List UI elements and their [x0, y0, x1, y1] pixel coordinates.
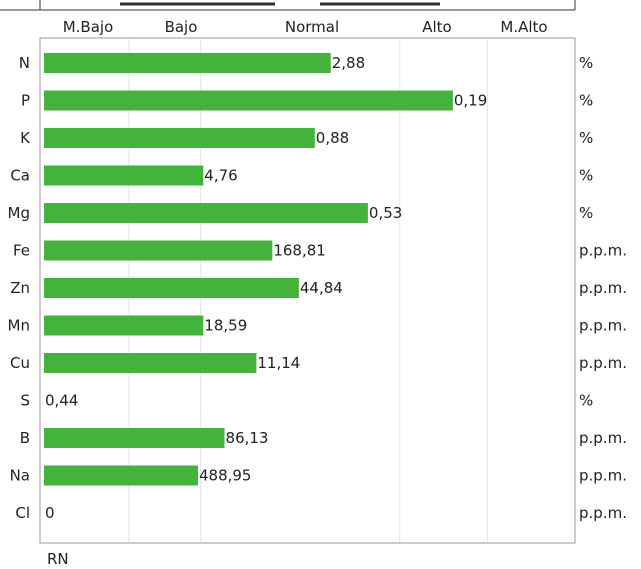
row-labels: N P K Ca Mg Fe Zn Mn Cu S B Na Cl [8, 54, 32, 522]
row-label-fe: Fe [13, 242, 30, 260]
unit-label-cu: p.p.m. [579, 354, 627, 372]
row-label-ca: Ca [10, 167, 30, 185]
row-label-zn: Zn [10, 279, 30, 297]
bar-k [44, 128, 315, 148]
row-label-n: N [19, 54, 30, 72]
value-label-zn: 44,84 [300, 279, 343, 297]
value-label-fe: 168,81 [273, 242, 326, 260]
unit-label-b: p.p.m. [579, 429, 627, 447]
row-label-mg: Mg [8, 204, 30, 222]
band-label-m-bajo: M.Bajo [63, 18, 114, 36]
row-label-p: P [21, 92, 30, 110]
row-label-k: K [20, 129, 31, 147]
value-label-ca: 4,76 [204, 167, 237, 185]
value-label-k: 0,88 [316, 129, 349, 147]
plot-frame [39, 37, 576, 544]
unit-label-cl: p.p.m. [579, 504, 627, 522]
value-label-cu: 11,14 [257, 354, 300, 372]
unit-label-fe: p.p.m. [579, 242, 627, 260]
bar-mg [44, 203, 368, 223]
unit-label-n: % [579, 54, 593, 72]
bar-n [44, 53, 331, 73]
x-axis-label: RN [47, 550, 69, 568]
bar-fe [44, 240, 273, 261]
band-label-normal: Normal [285, 18, 339, 36]
unit-label-ca: % [579, 167, 593, 185]
bar-mn [44, 315, 204, 336]
row-label-b: B [20, 429, 30, 447]
value-label-na: 488,95 [199, 467, 252, 485]
row-label-na: Na [10, 467, 30, 485]
bar-cu [44, 353, 257, 373]
row-label-mn: Mn [8, 317, 30, 335]
bar-na [44, 465, 198, 486]
value-labels: 2,88 0,19 0,88 4,76 0,53 168,81 44,84 18,59 11,1… [45, 54, 487, 522]
unit-label-mg: % [579, 204, 593, 222]
unit-label-s: % [579, 392, 593, 410]
row-label-s: S [20, 392, 30, 410]
band-label-m-alto: M.Alto [500, 18, 547, 36]
row-label-cl: Cl [15, 504, 30, 522]
unit-labels: %%%%% p.p.m. p.p.m. p.p.m. p.p.m.% p.p.m. p.p.… [579, 54, 627, 522]
bars [44, 53, 453, 486]
band-label-bajo: Bajo [165, 18, 198, 36]
unit-label-na: p.p.m. [579, 467, 627, 485]
bar-ca [44, 165, 204, 186]
unit-label-zn: p.p.m. [579, 279, 627, 297]
unit-label-p: % [579, 92, 593, 110]
unit-label-k: % [579, 129, 593, 147]
band-label-alto: Alto [422, 18, 452, 36]
value-label-n: 2,88 [332, 54, 365, 72]
value-label-mn: 18,59 [204, 317, 247, 335]
bar-zn [44, 278, 299, 298]
top-table-remnant [0, 0, 576, 11]
row-label-cu: Cu [10, 354, 30, 372]
bar-p [44, 90, 453, 111]
band-header: M.Bajo Bajo Normal Alto M.Alto [63, 18, 548, 36]
value-label-mg: 0,53 [369, 204, 402, 222]
value-label-cl: 0 [45, 504, 55, 522]
value-label-s: 0,44 [45, 392, 78, 410]
value-label-p: 0,19 [454, 92, 487, 110]
unit-label-mn: p.p.m. [579, 317, 627, 335]
value-label-b: 86,13 [226, 429, 269, 447]
bar-b [44, 428, 225, 448]
